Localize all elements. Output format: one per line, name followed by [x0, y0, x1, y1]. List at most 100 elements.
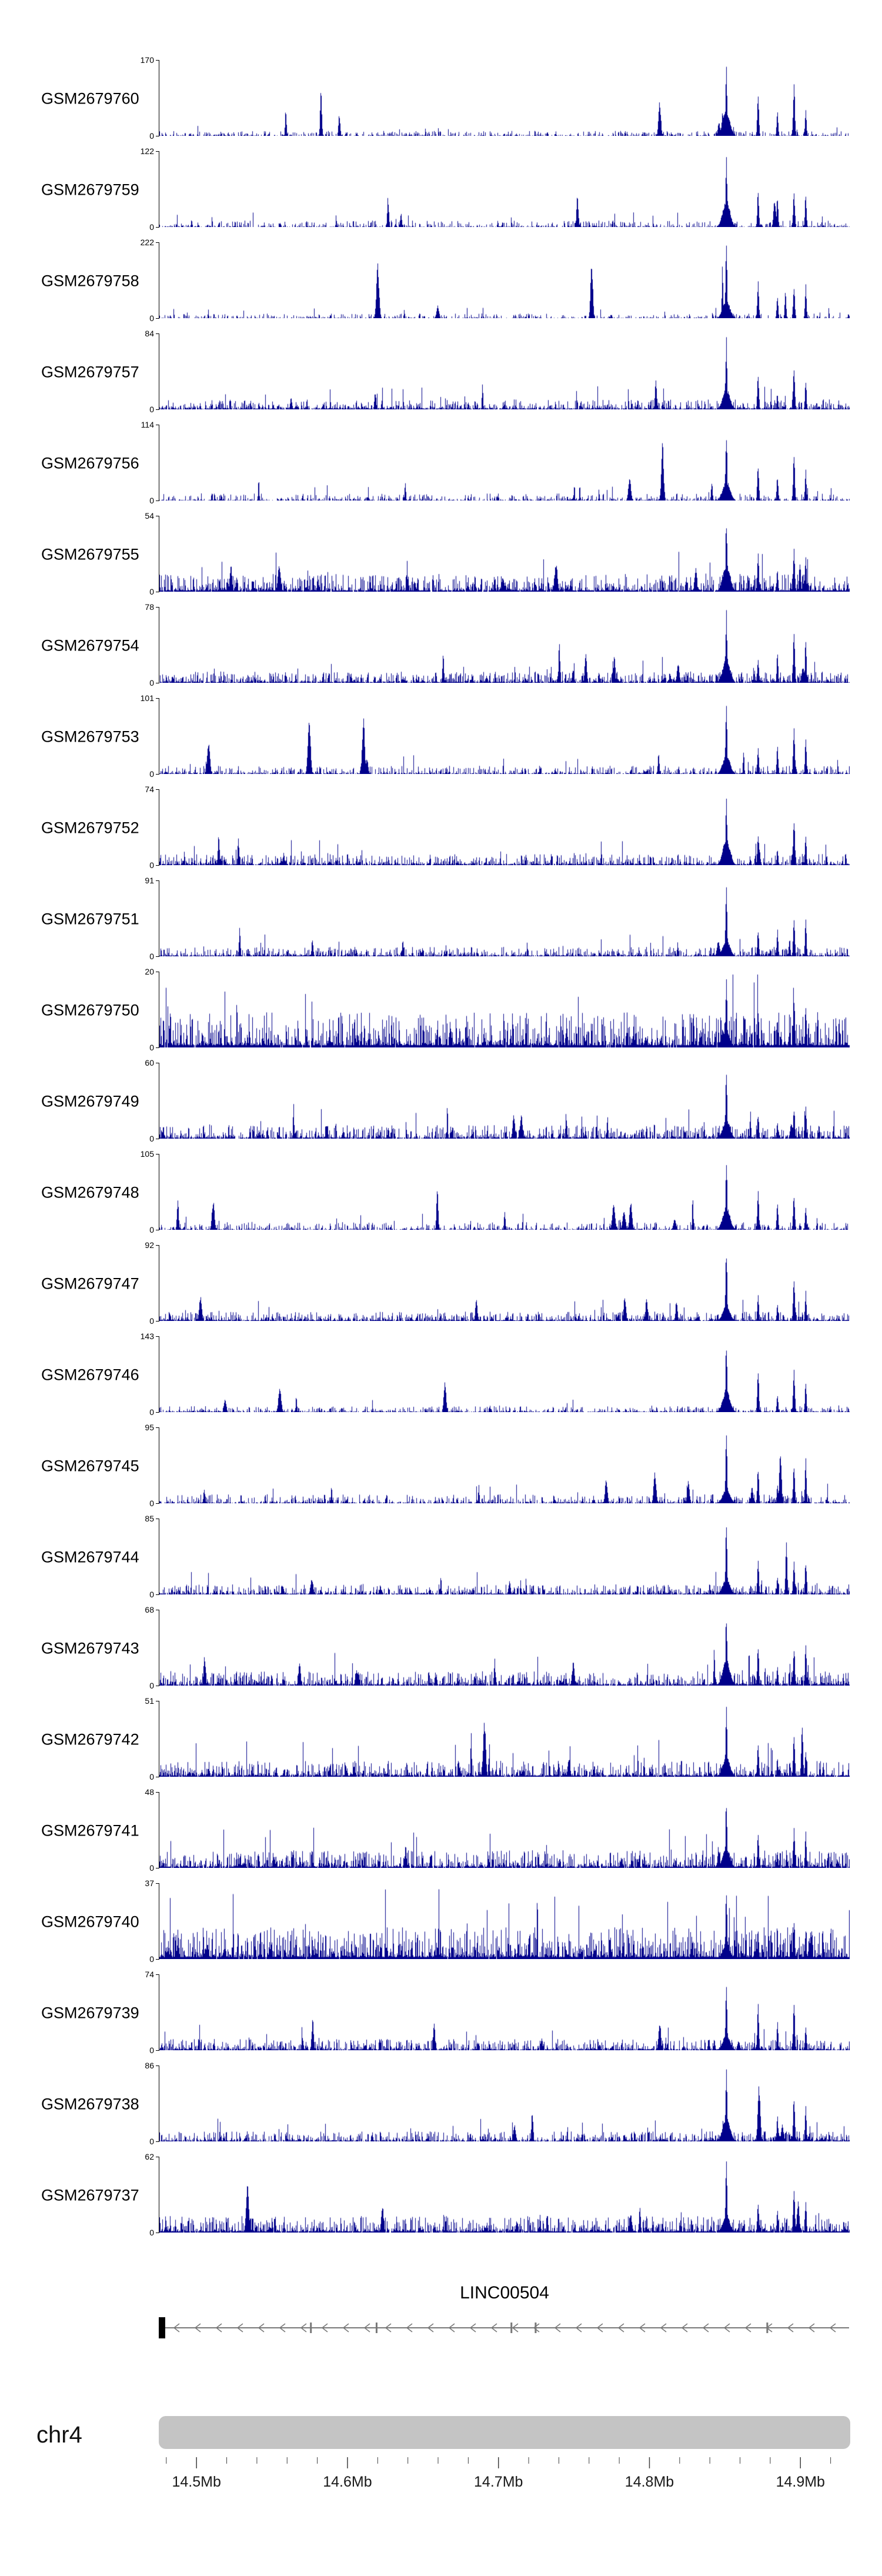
y-axis-top-tick [156, 1974, 159, 1975]
y-axis-max-label: 170 [140, 55, 154, 65]
y-axis-zero-label: 0 [149, 1134, 154, 1143]
strand-arrow-left-icon [490, 2323, 497, 2333]
coverage-signal-canvas [159, 792, 850, 865]
strand-arrow-left-icon [808, 2323, 815, 2333]
gene-model-track [159, 2310, 850, 2348]
strand-arrow-left-icon [596, 2323, 603, 2333]
coverage-signal-canvas [159, 1156, 850, 1230]
axis-tick-label: 14.9Mb [776, 2474, 825, 2490]
strand-arrow-left-icon [533, 2323, 540, 2333]
y-axis-zero-tick [156, 2050, 159, 2051]
coverage-signal-canvas [159, 2159, 850, 2233]
coverage-signal-canvas [159, 1886, 850, 1959]
sample-id-label: GSM2679760 [41, 89, 139, 107]
y-axis-max-label: 48 [145, 1787, 154, 1797]
strand-arrow-left-icon [702, 2323, 709, 2333]
y-axis-max-label: 122 [140, 146, 154, 156]
y-axis-max-label: 84 [145, 329, 154, 338]
track-row: GSM2679738 86 0 [0, 2058, 882, 2150]
coverage-signal-canvas [159, 154, 850, 227]
y-axis-zero-tick [156, 956, 159, 957]
genomic-coordinate-axis: 14.5Mb 14.6Mb 14.7Mb 14.8Mb 14.9Mb [159, 2456, 850, 2503]
coverage-signal-canvas [159, 1065, 850, 1139]
track-row: GSM2679742 51 0 [0, 1694, 882, 1785]
strand-arrow-left-icon [173, 2323, 180, 2333]
sample-id-label: GSM2679744 [41, 1548, 139, 1566]
track-plot-area: 85 0 [145, 1511, 851, 1603]
sample-id-label: GSM2679742 [41, 1730, 139, 1748]
track-row: GSM2679750 20 0 [0, 965, 882, 1056]
axis-tick-label: 14.7Mb [474, 2474, 523, 2490]
coverage-signal-canvas [159, 1977, 850, 2050]
track-plot-area: 170 0 [141, 53, 851, 144]
strand-arrow-left-icon [194, 2323, 201, 2333]
sample-id-label: GSM2679750 [41, 1001, 139, 1019]
track-row: GSM2679749 60 0 [0, 1056, 882, 1147]
coverage-signal-canvas [159, 609, 850, 683]
gene-exon-box [159, 2317, 165, 2338]
strand-arrow-left-icon [448, 2323, 455, 2333]
y-axis-zero-label: 0 [149, 1863, 154, 1873]
coverage-signal-canvas [159, 974, 850, 1047]
track-plot-area: 54 0 [145, 509, 851, 600]
y-axis-top-tick [156, 333, 159, 334]
sample-id-label: GSM2679757 [41, 363, 139, 381]
y-axis-zero-label: 0 [149, 1407, 154, 1417]
track-plot-area: 51 0 [145, 1694, 851, 1785]
track-row: GSM2679758 222 0 [0, 235, 882, 326]
coverage-signal-canvas [159, 2068, 850, 2141]
y-axis-zero-tick [156, 774, 159, 775]
coverage-signal-canvas [159, 883, 850, 956]
y-axis-zero-label: 0 [149, 1225, 154, 1234]
strand-arrow-left-icon [363, 2323, 370, 2333]
track-plot-area: 74 0 [145, 1967, 851, 2058]
y-axis-max-label: 105 [140, 1149, 154, 1159]
strand-arrow-left-icon [744, 2323, 751, 2333]
track-plot-area: 143 0 [141, 1329, 851, 1420]
track-plot-area: 62 0 [145, 2150, 851, 2241]
track-row: GSM2679743 68 0 [0, 1603, 882, 1694]
track-row: GSM2679747 92 0 [0, 1238, 882, 1329]
coverage-signal-canvas [159, 1430, 850, 1503]
coverage-signal-canvas [159, 518, 850, 592]
track-row: GSM2679759 122 0 [0, 144, 882, 235]
y-axis-max-label: 91 [145, 876, 154, 885]
gene-exon-tick [310, 2323, 312, 2333]
sample-id-label: GSM2679741 [41, 1821, 139, 1839]
y-axis-zero-label: 0 [149, 1590, 154, 1599]
y-axis-top-tick [156, 60, 159, 61]
coverage-signal-canvas [159, 245, 850, 318]
y-axis-zero-tick [156, 2141, 159, 2142]
y-axis-max-label: 74 [145, 785, 154, 794]
gene-exon-tick [375, 2323, 377, 2333]
y-axis-zero-tick [156, 227, 159, 228]
track-plot-area: 78 0 [145, 600, 851, 691]
y-axis-zero-tick [156, 1594, 159, 1595]
y-axis-max-label: 92 [145, 1240, 154, 1250]
coordinate-axis-svg: 14.5Mb 14.6Mb 14.7Mb 14.8Mb 14.9Mb [166, 2457, 831, 2490]
y-axis-max-label: 78 [145, 602, 154, 612]
y-axis-max-label: 114 [141, 420, 154, 429]
sample-id-label: GSM2679751 [41, 910, 139, 927]
track-plot-area: 114 0 [141, 418, 851, 509]
y-axis-zero-tick [156, 409, 159, 410]
y-axis-zero-tick [156, 1503, 159, 1504]
sample-id-label: GSM2679756 [41, 454, 139, 472]
track-row: GSM2679757 84 0 [0, 326, 882, 418]
y-axis-max-label: 60 [145, 1058, 154, 1067]
y-axis-zero-label: 0 [149, 1043, 154, 1052]
y-axis-zero-label: 0 [149, 1316, 154, 1326]
strand-arrow-left-icon [215, 2323, 222, 2333]
strand-arrow-left-icon [787, 2323, 794, 2333]
coverage-signal-canvas [159, 427, 850, 500]
axis-tick-label: 14.8Mb [625, 2474, 674, 2490]
sample-id-label: GSM2679745 [41, 1457, 139, 1474]
strand-arrow-left-icon [512, 2323, 519, 2333]
strand-arrow-left-icon [300, 2323, 307, 2333]
y-axis-zero-label: 0 [149, 587, 154, 596]
track-plot-area: 222 0 [141, 235, 851, 326]
y-axis-max-label: 37 [145, 1878, 154, 1888]
y-axis-top-tick [156, 789, 159, 790]
track-row: GSM2679739 74 0 [0, 1967, 882, 2058]
track-plot-area: 48 0 [145, 1785, 851, 1876]
